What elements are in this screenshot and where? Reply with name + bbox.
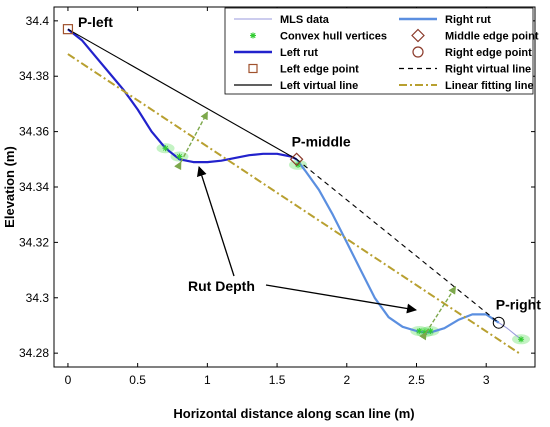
series-right-virtual-line <box>296 158 500 324</box>
x-tick-label: 2.5 <box>408 373 425 387</box>
legend-item-rightrut: Right rut <box>399 14 491 26</box>
middle-edge-marker <box>289 152 304 167</box>
legend-label: Middle edge point <box>445 31 539 43</box>
hull-vertex <box>416 328 423 334</box>
x-tick-label: 0 <box>65 373 72 387</box>
legend-label: Right rut <box>445 14 491 26</box>
x-tick-label: 1 <box>204 373 211 387</box>
legend-label: Right edge point <box>445 47 532 59</box>
legend-label: MLS data <box>280 14 330 26</box>
hull-vertex <box>176 153 183 160</box>
legend-item-linearfit: Linear fitting line <box>399 80 534 92</box>
y-tick-label: 34.34 <box>19 180 49 194</box>
y-axis-label: Elevation (m) <box>2 146 17 228</box>
right-edge-marker <box>492 316 505 329</box>
x-tick-label: 0.5 <box>129 373 146 387</box>
y-tick-label: 34.38 <box>19 69 49 83</box>
hull-vertex <box>427 328 434 334</box>
y-tick-label: 34.3 <box>26 291 50 305</box>
legend-label: Left rut <box>280 47 318 59</box>
x-tick-label: 2 <box>343 373 350 387</box>
legend-label: Left edge point <box>280 64 359 76</box>
legend-item-leftrut: Left rut <box>234 47 318 59</box>
hull-vertex <box>162 145 169 152</box>
series-left-virtual-line <box>67 28 297 160</box>
legend-item-leftvirtual: Left virtual line <box>234 80 358 92</box>
legend-box <box>224 7 534 95</box>
point-label-p-middle: P-middle <box>292 133 351 149</box>
y-tick-label: 34.4 <box>26 14 50 28</box>
legend-item-rightvirtual: Right virtual line <box>399 64 531 76</box>
edge-markers <box>62 24 505 329</box>
rut-depth-arrows <box>174 111 457 341</box>
y-tick-label: 34.36 <box>19 125 49 139</box>
legend: MLS data Convex hull vertices Left rut Left… <box>224 7 539 95</box>
point-labels: P-left P-middle P-right <box>78 14 541 313</box>
x-axis-label: Horizontal distance along scan line (m) <box>173 406 414 421</box>
y-tick-label: 34.32 <box>19 235 49 249</box>
legend-label: Left virtual line <box>280 80 358 92</box>
x-tick-label: 3 <box>483 373 490 387</box>
legend-item-hull: Convex hull vertices <box>250 31 387 43</box>
x-axis-ticks: 0 0.5 1 1.5 2 2.5 3 <box>65 7 490 387</box>
rut-depth-annotation: Rut Depth <box>188 278 255 294</box>
rut-depth-pointer-left <box>196 166 235 277</box>
legend-label: Convex hull vertices <box>280 31 387 43</box>
left-rut-depth-arrow <box>174 111 208 171</box>
rut-depth-pointer-right <box>265 284 417 314</box>
legend-label: Linear fitting line <box>445 80 534 92</box>
legend-item-leftedge: Left edge point <box>248 64 359 76</box>
point-label-p-left: P-left <box>78 14 113 30</box>
y-tick-label: 34.28 <box>19 346 49 360</box>
x-tick-label: 1.5 <box>269 373 286 387</box>
left-edge-marker <box>62 24 74 35</box>
right-rut-depth-arrow <box>419 285 457 341</box>
hull-vertex <box>518 336 525 343</box>
y-axis-ticks: 34.28 34.3 34.32 34.34 34.36 34.38 34.4 <box>19 14 535 360</box>
legend-item-mls: MLS data <box>234 14 330 26</box>
legend-label: Right virtual line <box>445 64 531 76</box>
legend-item-middleedge: Middle edge point <box>411 28 539 43</box>
series-right-rut <box>295 158 500 334</box>
legend-item-rightedge: Right edge point <box>412 46 532 59</box>
point-label-p-right: P-right <box>496 297 541 313</box>
